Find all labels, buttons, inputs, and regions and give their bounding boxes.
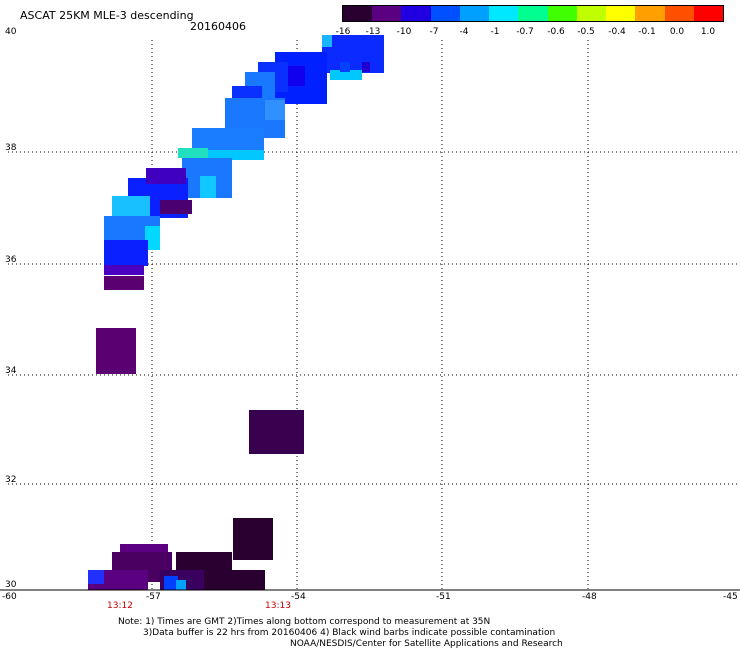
colorbar-label: -0.7 bbox=[516, 27, 534, 37]
wind-cell bbox=[265, 100, 285, 120]
wind-cell bbox=[233, 518, 273, 560]
colorbar-swatch bbox=[576, 6, 607, 21]
colorbar-swatch bbox=[489, 6, 519, 21]
lon-label: -60 bbox=[2, 592, 17, 602]
wind-cell bbox=[96, 328, 136, 374]
wind-cell bbox=[104, 265, 144, 275]
wind-cell bbox=[160, 200, 192, 214]
wind-cell bbox=[104, 276, 144, 290]
colorbar-swatch bbox=[401, 6, 431, 21]
colorbar-swatch bbox=[547, 6, 577, 21]
wind-cell bbox=[176, 580, 186, 590]
product-date: 20160406 bbox=[190, 20, 246, 33]
wind-cell bbox=[88, 570, 104, 584]
lat-label: 38 bbox=[5, 143, 17, 153]
wind-cell bbox=[322, 35, 332, 47]
note-line-1: Note: 1) Times are GMT 2)Times along bot… bbox=[118, 617, 491, 627]
time-label: 13:13 bbox=[265, 601, 291, 611]
note-line-2: 3)Data buffer is 22 hrs from 20160406 4)… bbox=[143, 628, 556, 638]
colorbar-swatch bbox=[518, 6, 548, 21]
lon-label: -45 bbox=[723, 592, 738, 602]
wind-cell bbox=[146, 168, 186, 184]
wind-cell bbox=[164, 576, 178, 590]
colorbar-swatch bbox=[693, 6, 724, 21]
colorbar bbox=[342, 5, 724, 22]
colorbar-swatch bbox=[459, 6, 490, 21]
wind-cell bbox=[322, 35, 384, 73]
wind-cell bbox=[285, 66, 305, 86]
time-label: 13:12 bbox=[107, 601, 133, 611]
colorbar-label: -4 bbox=[459, 27, 469, 37]
colorbar-swatch bbox=[664, 6, 694, 21]
colorbar-label: -0.4 bbox=[608, 27, 626, 37]
wind-cell bbox=[330, 70, 362, 80]
lon-label: -51 bbox=[436, 592, 451, 602]
lat-label: 36 bbox=[5, 255, 17, 265]
colorbar-swatch bbox=[372, 6, 402, 21]
lon-label: -54 bbox=[291, 592, 306, 602]
lon-label: -48 bbox=[582, 592, 597, 602]
swath-cells bbox=[88, 35, 384, 590]
wind-cell bbox=[362, 62, 370, 72]
colorbar-label: -0.6 bbox=[547, 27, 565, 37]
colorbar-label: 1.0 bbox=[700, 27, 716, 37]
wind-cell bbox=[176, 552, 232, 570]
lon-label: -57 bbox=[146, 592, 161, 602]
lat-label: 30 bbox=[5, 580, 17, 590]
wind-cell bbox=[340, 62, 350, 72]
colorbar-label: -10 bbox=[396, 27, 412, 37]
lat-label: 40 bbox=[5, 27, 17, 37]
colorbar-label: 0.0 bbox=[669, 27, 685, 37]
colorbar-label: -1 bbox=[490, 27, 500, 37]
colorbar-label: -0.5 bbox=[577, 27, 595, 37]
wind-cell bbox=[249, 410, 304, 454]
colorbar-label: -16 bbox=[335, 27, 351, 37]
colorbar-label: -0.1 bbox=[638, 27, 656, 37]
note-line-3: NOAA/NESDIS/Center for Satellite Applica… bbox=[290, 639, 563, 649]
colorbar-swatch bbox=[606, 6, 636, 21]
lat-label: 34 bbox=[5, 366, 17, 376]
wind-cell bbox=[104, 240, 148, 266]
grid-lines bbox=[8, 40, 740, 590]
colorbar-swatch bbox=[430, 6, 460, 21]
wind-cell bbox=[208, 150, 264, 160]
colorbar-swatch bbox=[343, 6, 373, 21]
lat-label: 32 bbox=[5, 475, 17, 485]
colorbar-label: -7 bbox=[429, 27, 439, 37]
wind-cell bbox=[145, 226, 160, 250]
colorbar-label: -13 bbox=[365, 27, 381, 37]
wind-cell bbox=[200, 570, 265, 590]
colorbar-swatch bbox=[635, 6, 665, 21]
product-title: ASCAT 25KM MLE-3 descending bbox=[20, 9, 194, 22]
wind-cell bbox=[178, 148, 208, 158]
wind-cell bbox=[200, 176, 216, 198]
